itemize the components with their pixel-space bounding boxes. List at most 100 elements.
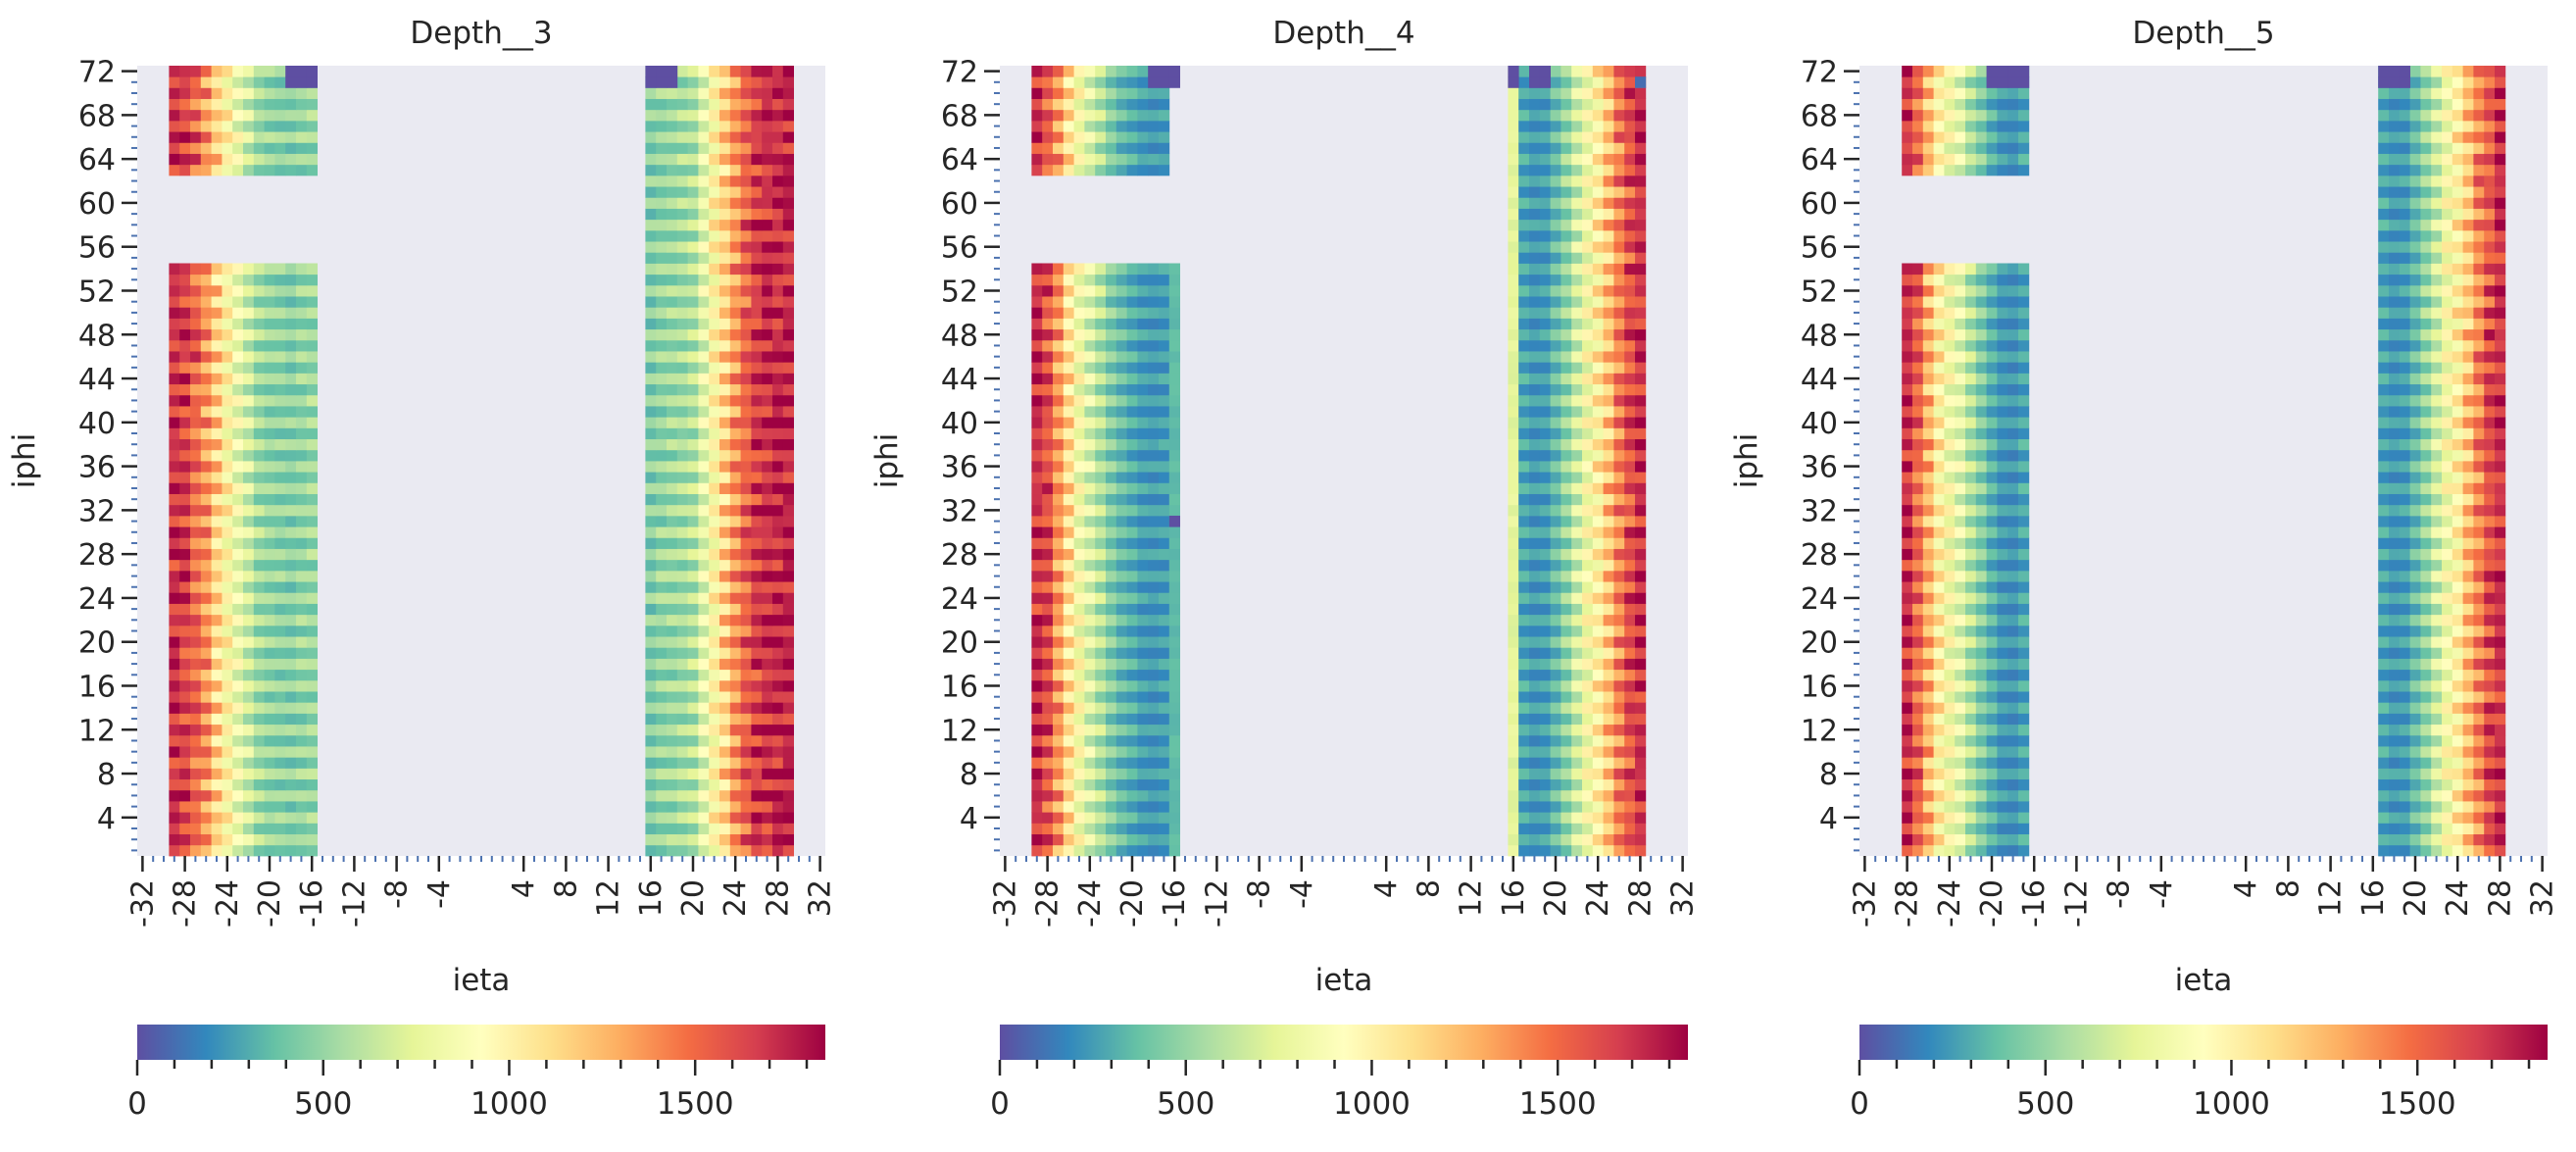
- heatmap-cell: [285, 658, 297, 671]
- heatmap-cell: [1063, 636, 1074, 648]
- heatmap-cell: [1933, 120, 1945, 132]
- heatmap-cell: [1635, 142, 1647, 154]
- heatmap-cell: [1084, 406, 1096, 418]
- heatmap-cell: [1603, 559, 1614, 572]
- heatmap-cell: [1582, 757, 1594, 769]
- heatmap-cell: [1902, 98, 1913, 111]
- heatmap-cell: [306, 833, 318, 846]
- heatmap-cell: [1095, 636, 1107, 648]
- heatmap-cell: [190, 559, 202, 572]
- heatmap-cell: [1902, 351, 1913, 363]
- heatmap-cell: [1106, 274, 1117, 286]
- heatmap-cell: [1944, 559, 1956, 572]
- heatmap-cell: [1508, 833, 1519, 846]
- heatmap-cell: [1106, 318, 1117, 330]
- heatmap-cell: [264, 76, 275, 88]
- heatmap-cell: [1986, 373, 1998, 385]
- heatmap-cell: [296, 636, 308, 648]
- heatmap-cell: [656, 131, 668, 143]
- heatmap-cell: [1571, 592, 1583, 604]
- heatmap-cell: [285, 581, 297, 593]
- heatmap-cell: [1126, 120, 1138, 132]
- heatmap-cell: [264, 734, 275, 747]
- heatmap-cell: [751, 724, 763, 736]
- heatmap-cell: [676, 504, 688, 517]
- heatmap-cell: [306, 461, 318, 473]
- heatmap-cell: [687, 581, 699, 593]
- heatmap-cell: [1613, 318, 1625, 330]
- heatmap-cell: [1613, 87, 1625, 99]
- heatmap-cell: [1922, 734, 1934, 747]
- heatmap-cell: [1965, 679, 1977, 692]
- heatmap-cell: [1115, 461, 1127, 473]
- heatmap-cell: [667, 175, 678, 187]
- heatmap-cell: [1965, 482, 1977, 494]
- heatmap-cell: [1073, 296, 1085, 308]
- heatmap-cell: [1168, 833, 1180, 846]
- heatmap-cell: [1965, 394, 1977, 407]
- heatmap-cell: [232, 526, 244, 538]
- heatmap-cell: [1560, 691, 1572, 703]
- heatmap-cell: [243, 472, 255, 483]
- heatmap-cell: [1168, 449, 1180, 462]
- heatmap-cell: [1115, 394, 1127, 407]
- heatmap-cell: [1571, 679, 1583, 692]
- heatmap-cell: [264, 394, 275, 407]
- heatmap-cell: [222, 559, 233, 572]
- heatmap-cell: [1912, 493, 1924, 506]
- heatmap-cell: [1126, 614, 1138, 626]
- heatmap-cell: [264, 625, 275, 637]
- heatmap-cell: [1902, 153, 1913, 166]
- heatmap-cell: [1148, 636, 1160, 648]
- heatmap-cell: [656, 461, 668, 473]
- heatmap-cell: [1986, 801, 1998, 813]
- heatmap-cell: [1539, 548, 1551, 561]
- heatmap-cell: [656, 757, 668, 769]
- heatmap-cell: [1997, 647, 2008, 659]
- heatmap-cell: [687, 406, 699, 418]
- heatmap-cell: [667, 362, 678, 374]
- heatmap-cell: [782, 724, 794, 736]
- heatmap-cell: [1912, 417, 1924, 428]
- heatmap-cell: [687, 679, 699, 692]
- heatmap-cell: [1126, 383, 1138, 396]
- heatmap-cell: [200, 98, 212, 111]
- heatmap-cell: [687, 229, 699, 242]
- heatmap-cell: [200, 482, 212, 494]
- colorbar-tick-label: 1500: [657, 1086, 734, 1122]
- heatmap-cell: [1922, 581, 1934, 593]
- heatmap-cell: [709, 526, 720, 538]
- heatmap-cell: [1955, 120, 1966, 132]
- heatmap-cell: [719, 175, 731, 187]
- heatmap-cell: [1137, 472, 1149, 483]
- heatmap-cell: [1635, 669, 1647, 681]
- heatmap-cell: [1073, 801, 1085, 813]
- heatmap-cell: [719, 318, 731, 330]
- heatmap-cell: [729, 120, 741, 132]
- heatmap-cell: [1529, 153, 1541, 166]
- heatmap-cell: [1560, 461, 1572, 473]
- x-tick-label: 28: [761, 879, 795, 917]
- heatmap-cell: [772, 417, 784, 428]
- heatmap-cell: [1613, 504, 1625, 517]
- heatmap-cell: [719, 801, 731, 813]
- heatmap-cell: [1603, 691, 1614, 703]
- heatmap-cell: [179, 417, 191, 428]
- heatmap-cell: [1063, 581, 1074, 593]
- heatmap-cell: [698, 504, 710, 517]
- heatmap-cell: [740, 746, 752, 758]
- heatmap-cell: [179, 592, 191, 604]
- heatmap-cell: [719, 186, 731, 198]
- heatmap-cell: [1053, 823, 1065, 835]
- heatmap-cell: [169, 461, 180, 473]
- heatmap-cell: [1571, 778, 1583, 791]
- heatmap-cell: [1550, 274, 1561, 286]
- heatmap-cell: [676, 175, 688, 187]
- heatmap-cell: [2018, 625, 2030, 637]
- heatmap-cell: [232, 417, 244, 428]
- heatmap-cell: [1126, 351, 1138, 363]
- heatmap-cell: [645, 734, 657, 747]
- heatmap-cell: [1933, 66, 1945, 77]
- heatmap-cell: [1933, 296, 1945, 308]
- heatmap-cell: [1508, 472, 1519, 483]
